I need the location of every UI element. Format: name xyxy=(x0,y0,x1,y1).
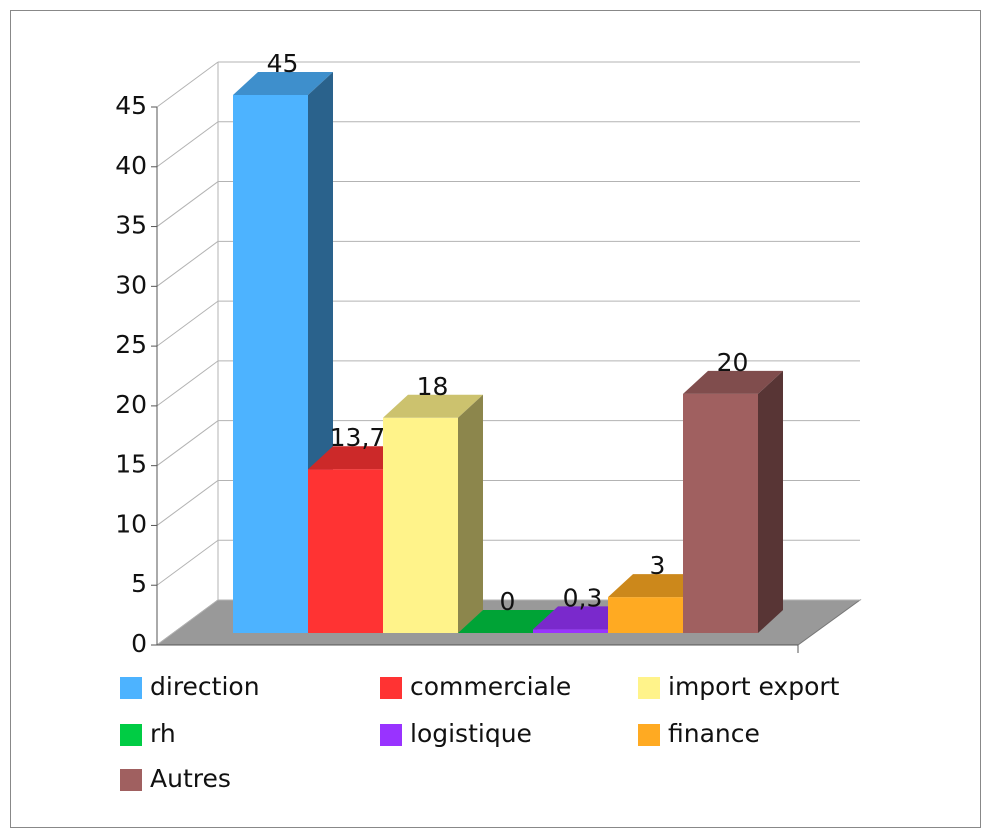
legend-label: commerciale xyxy=(410,672,571,701)
frame xyxy=(10,10,981,828)
y-tick-label: 15 xyxy=(115,450,147,479)
legend-swatch xyxy=(120,724,142,746)
legend-swatch xyxy=(380,724,402,746)
legend-label: rh xyxy=(150,719,176,748)
legend-label: import export xyxy=(668,672,840,701)
grid-line xyxy=(156,300,219,347)
grid-line xyxy=(156,420,219,467)
legend-label: logistique xyxy=(410,719,532,748)
legend-label: Autres xyxy=(150,764,231,793)
legend-label: direction xyxy=(150,672,260,701)
bar-top xyxy=(458,610,558,633)
grid-line xyxy=(156,480,219,526)
legend-swatch xyxy=(120,769,142,791)
y-tick-label: 5 xyxy=(131,569,147,598)
legend-swatch xyxy=(120,677,142,699)
data-label: 20 xyxy=(717,348,749,377)
data-label: 0,3 xyxy=(563,583,603,612)
grid-line xyxy=(156,61,219,108)
bar xyxy=(308,469,383,633)
bar xyxy=(683,393,758,633)
legend-swatch xyxy=(638,677,660,699)
data-label: 3 xyxy=(650,551,666,580)
y-tick-label: 10 xyxy=(115,509,147,538)
y-tick-label: 40 xyxy=(115,151,147,180)
data-label: 13,7 xyxy=(330,423,386,452)
grid-line xyxy=(156,360,219,407)
bar-side xyxy=(458,394,483,633)
legend-swatch xyxy=(380,677,402,699)
bar-side xyxy=(758,370,783,633)
grid-line xyxy=(156,181,219,227)
legend-label: finance xyxy=(668,719,760,748)
bar-top xyxy=(383,394,483,418)
data-label: 45 xyxy=(267,49,299,78)
data-label: 18 xyxy=(417,372,449,401)
bar-top xyxy=(683,370,783,394)
grid-line xyxy=(156,599,219,646)
grid-line xyxy=(156,539,219,586)
grid-line xyxy=(156,121,219,168)
bar xyxy=(608,597,683,633)
bar xyxy=(533,629,608,633)
y-tick-label: 45 xyxy=(115,91,147,120)
y-tick-label: 25 xyxy=(115,330,147,359)
y-tick-label: 0 xyxy=(131,629,147,658)
y-tick-label: 35 xyxy=(115,211,147,240)
bar-top xyxy=(233,72,333,95)
grid-line xyxy=(156,240,219,287)
y-tick-label: 20 xyxy=(115,390,147,419)
data-label: 0 xyxy=(500,587,516,616)
bar xyxy=(233,95,308,633)
bar xyxy=(383,417,458,633)
legend-swatch xyxy=(638,724,660,746)
y-tick-label: 30 xyxy=(115,270,147,299)
